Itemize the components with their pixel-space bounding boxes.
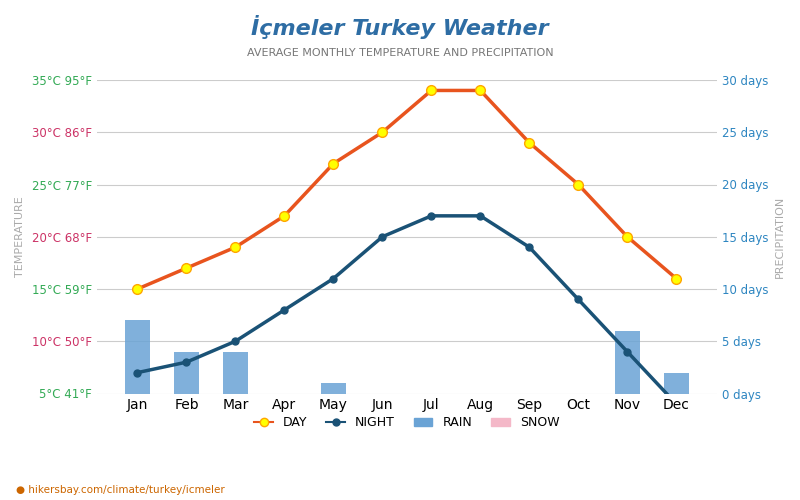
Bar	[272, 436, 297, 446]
Bar	[615, 331, 639, 446]
Bar	[126, 436, 150, 446]
Bar	[174, 352, 198, 446]
Bar	[223, 352, 248, 446]
Y-axis label: TEMPERATURE: TEMPERATURE	[15, 196, 25, 277]
Text: ● hikersbay.com/climate/turkey/icmeler: ● hikersbay.com/climate/turkey/icmeler	[16, 485, 225, 495]
Text: İçmeler Turkey Weather: İçmeler Turkey Weather	[251, 15, 549, 39]
Bar	[566, 404, 590, 446]
Bar	[664, 372, 689, 446]
Text: AVERAGE MONTHLY TEMPERATURE AND PRECIPITATION: AVERAGE MONTHLY TEMPERATURE AND PRECIPIT…	[246, 48, 554, 58]
Bar	[468, 425, 493, 446]
Y-axis label: PRECIPITATION: PRECIPITATION	[775, 196, 785, 278]
Bar	[126, 320, 150, 446]
Bar	[321, 383, 346, 446]
Legend: DAY, NIGHT, RAIN, SNOW: DAY, NIGHT, RAIN, SNOW	[250, 412, 564, 434]
Bar	[517, 414, 542, 446]
